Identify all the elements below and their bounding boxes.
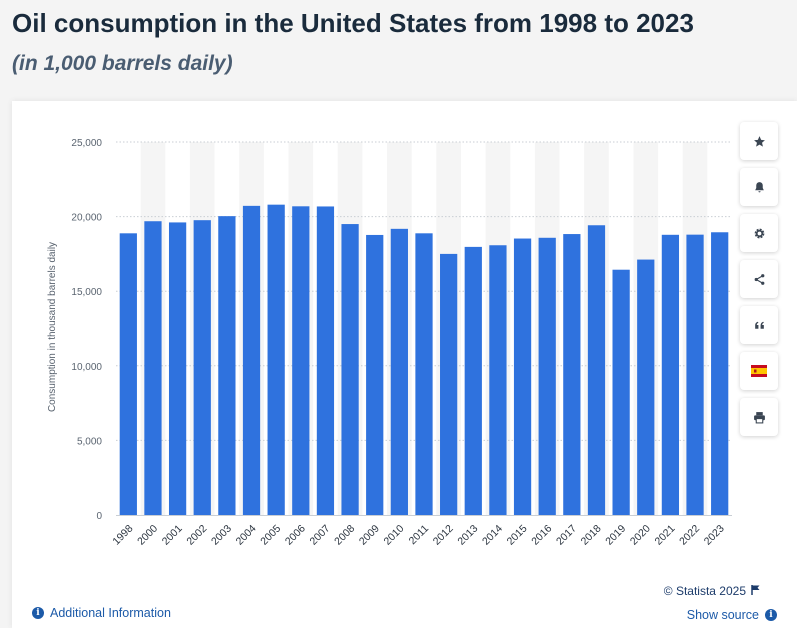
quote-icon (753, 319, 766, 332)
x-tick-label: 2021 (653, 523, 678, 548)
x-tick-label: 2020 (628, 523, 653, 548)
y-tick-label: 20,000 (71, 213, 102, 224)
x-tick-label: 2014 (480, 523, 505, 548)
toolbar (740, 122, 778, 444)
bar (316, 206, 335, 515)
x-tick-label: 2023 (702, 523, 727, 548)
y-axis-label: Consumption in thousand barrels daily (47, 242, 58, 412)
x-tick-label: 2002 (184, 523, 209, 548)
share-icon (753, 273, 766, 286)
flag-icon (751, 584, 760, 598)
x-tick-label: 2011 (407, 523, 432, 548)
page-title: Oil consumption in the United States fro… (12, 8, 694, 38)
bar (440, 253, 458, 515)
settings-button[interactable] (740, 214, 778, 252)
bars (119, 204, 729, 516)
x-tick-label: 2022 (677, 523, 702, 548)
x-tick-label: 2017 (554, 523, 579, 548)
x-tick-label: 2012 (431, 523, 456, 548)
bell-icon (753, 181, 766, 194)
bar (193, 220, 211, 516)
bar (267, 204, 285, 515)
x-tick-label: 2018 (579, 523, 604, 548)
bar (390, 228, 408, 515)
y-tick-label: 10,000 (71, 362, 102, 373)
chart-card: 0 5,000 10,000 15,000 20,000 25,000 1998 2000 2… (12, 101, 797, 628)
copyright-credit[interactable]: © Statista 2025 (664, 584, 760, 598)
bar (711, 232, 729, 516)
x-tick-label: 2003 (209, 523, 234, 548)
bar (587, 225, 606, 515)
share-button[interactable] (740, 260, 778, 298)
bar (513, 238, 532, 515)
x-tick-label: 2004 (234, 523, 259, 548)
page-subtitle: (in 1,000 barrels daily) (12, 52, 233, 75)
x-tick-label: 2013 (455, 523, 480, 548)
print-icon (753, 411, 766, 424)
x-axis-ticks: 1998 2000 2001 2002 2003 2004 2005 2006 2007 2008… (110, 523, 726, 548)
y-axis-ticks: 0 5,000 10,000 15,000 20,000 25,000 (71, 138, 102, 522)
bar (242, 205, 261, 515)
bar (637, 259, 655, 515)
x-tick-label: 2008 (332, 523, 357, 548)
gear-icon (753, 227, 766, 240)
additional-information-label: Additional Information (50, 606, 171, 620)
bar (144, 221, 162, 515)
language-button[interactable] (740, 352, 778, 390)
bar (292, 206, 310, 515)
x-tick-label: 2005 (258, 523, 283, 548)
bar (563, 234, 581, 515)
y-tick-label: 25,000 (71, 138, 102, 149)
print-button[interactable] (740, 398, 778, 436)
bar (119, 233, 137, 515)
bar (464, 246, 482, 515)
bar (686, 234, 704, 515)
y-tick-label: 5,000 (77, 436, 102, 447)
cite-button[interactable] (740, 306, 778, 344)
x-tick-label: 2010 (381, 523, 406, 548)
credit-text: © Statista 2025 (663, 584, 746, 598)
info-icon: i (765, 609, 777, 621)
x-tick-label: 1998 (110, 523, 135, 548)
bar (168, 222, 187, 515)
show-source-link[interactable]: Show source i (687, 608, 777, 622)
x-tick-label: 2009 (357, 523, 382, 548)
info-icon: i (32, 607, 44, 619)
x-tick-label: 2015 (505, 523, 530, 548)
bar (366, 234, 384, 515)
show-source-label: Show source (686, 608, 759, 622)
bar (415, 233, 433, 515)
bar (218, 216, 236, 515)
x-tick-label: 2019 (603, 523, 628, 548)
bar (538, 237, 556, 515)
y-tick-label: 0 (96, 511, 102, 522)
favorite-button[interactable] (740, 122, 778, 160)
x-tick-label: 2006 (283, 523, 308, 548)
x-tick-label: 2001 (160, 523, 185, 548)
bar (489, 245, 507, 515)
bar (341, 224, 359, 515)
additional-information-link[interactable]: i Additional Information (32, 606, 171, 620)
star-icon (753, 135, 766, 148)
bar (661, 234, 680, 515)
bar (612, 269, 630, 515)
y-tick-label: 15,000 (71, 287, 102, 298)
alert-button[interactable] (740, 168, 778, 206)
x-tick-label: 2016 (529, 523, 554, 548)
spain-flag-icon (751, 365, 767, 377)
x-tick-label: 2007 (308, 523, 333, 548)
x-tick-label: 2000 (135, 523, 160, 548)
